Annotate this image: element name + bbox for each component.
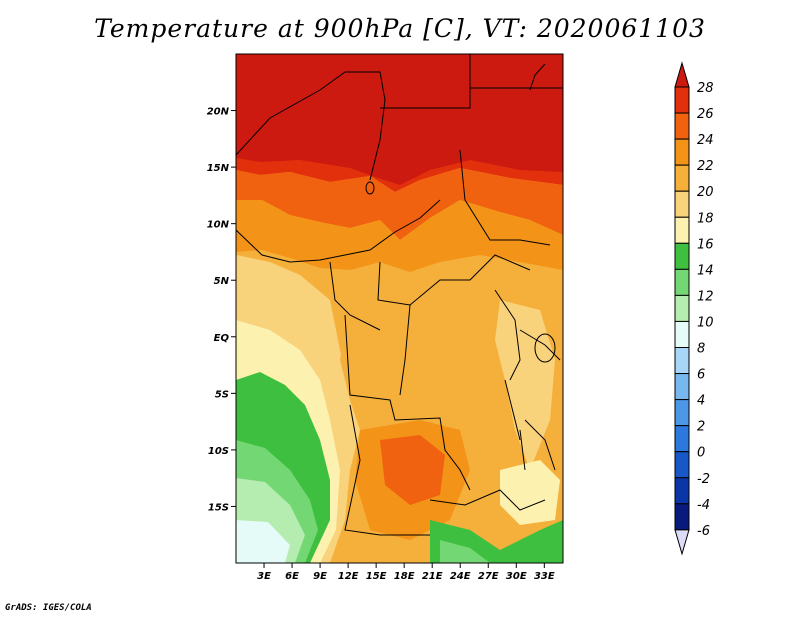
colorbar-swatch xyxy=(674,294,690,322)
colorbar-swatch xyxy=(674,425,690,453)
colorbar-label: 6 xyxy=(697,368,705,383)
colorbar-swatch xyxy=(674,477,690,505)
chart-title: Temperature at 900hPa [C], VT: 202006110… xyxy=(94,14,706,43)
lon-tick-label: 33E xyxy=(534,571,555,582)
band-16-18-southeast xyxy=(500,460,560,525)
lat-tick-label: 20N xyxy=(207,107,230,118)
grads-credit: GrADS: IGES/COLA xyxy=(5,603,92,613)
band-12-14-southeast xyxy=(440,540,490,563)
colorbar-label: 22 xyxy=(697,159,714,174)
colorbar-label: 14 xyxy=(697,263,714,278)
band-22-24 xyxy=(236,200,563,272)
lon-tick-label: 21E xyxy=(422,571,443,582)
band-24-26 xyxy=(236,168,563,240)
lat-tick-label: 10S xyxy=(208,446,229,457)
colorbar-label: 8 xyxy=(697,342,705,357)
colorbar-label: 12 xyxy=(697,289,714,304)
latitude-axis: 20N 15N 10N 5N EQ 5S 10S 15S xyxy=(207,107,236,513)
colorbar-label: 10 xyxy=(697,315,714,330)
colorbar-swatch xyxy=(674,373,690,401)
lat-tick-label: 15N xyxy=(207,163,230,174)
lon-tick-label: 30E xyxy=(506,571,527,582)
colorbar-swatch xyxy=(674,268,690,296)
colorbar-label: 18 xyxy=(697,211,714,226)
colorbar-swatch xyxy=(674,216,690,244)
lakes xyxy=(365,63,556,471)
colorbar-label: 4 xyxy=(697,394,705,409)
colorbar-swatch xyxy=(674,320,690,349)
colorbar-arrow-top xyxy=(674,61,690,88)
colorbar-swatch xyxy=(674,164,690,192)
colorbar-swatch xyxy=(674,86,690,114)
colorbar-label: -2 xyxy=(697,472,710,487)
country-borders xyxy=(236,54,563,536)
lat-tick-label: 5N xyxy=(214,276,230,287)
lon-tick-label: 15E xyxy=(366,571,387,582)
lon-tick-label: 24E xyxy=(450,571,471,582)
colorbar-label: 2 xyxy=(697,420,705,435)
band-above-28 xyxy=(236,54,563,185)
lat-tick-label: EQ xyxy=(214,333,230,344)
lon-tick-label: 6E xyxy=(285,571,299,582)
lon-tick-label: 18E xyxy=(394,571,415,582)
colorbar-label: 24 xyxy=(697,133,714,148)
colorbar-label: -4 xyxy=(697,498,710,513)
map-frame xyxy=(235,53,564,564)
lat-tick-label: 10N xyxy=(207,220,230,231)
lon-tick-label: 27E xyxy=(478,571,499,582)
colorbar-swatch xyxy=(674,112,690,140)
colorbar-swatch xyxy=(674,503,690,531)
colorbar-swatch xyxy=(674,138,690,166)
lon-tick-label: 9E xyxy=(313,571,327,582)
band-8-10 xyxy=(236,520,290,563)
longitude-axis: 3E 6E 9E 12E 15E 18E 21E 24E 27E 30E 33E xyxy=(257,563,555,582)
lat-tick-label: 5S xyxy=(215,389,229,400)
colorbar-label: -6 xyxy=(697,524,710,539)
colorbar-swatch xyxy=(674,347,690,375)
band-24-26-south xyxy=(380,435,445,505)
colorbar-swatch xyxy=(674,190,690,218)
colorbar-arrow-bottom xyxy=(674,529,690,556)
colorbar-label: 16 xyxy=(697,237,714,252)
lat-tick-label: 15S xyxy=(208,502,229,513)
colorbar-label: 20 xyxy=(697,185,714,200)
colorbar-swatch xyxy=(674,242,690,270)
colorbar-swatch xyxy=(674,399,690,427)
colorbar-label: 0 xyxy=(697,446,705,461)
lon-tick-label: 12E xyxy=(338,571,359,582)
colorbar-swatch xyxy=(674,451,690,479)
colorbar-label: 26 xyxy=(697,107,714,122)
colorbar-label: 28 xyxy=(697,81,714,96)
temperature-field xyxy=(236,54,563,563)
lon-tick-label: 3E xyxy=(257,571,271,582)
